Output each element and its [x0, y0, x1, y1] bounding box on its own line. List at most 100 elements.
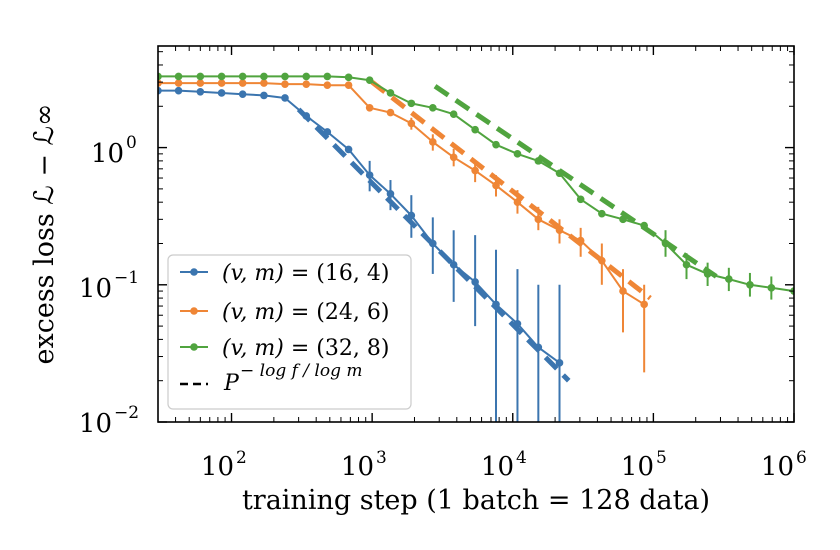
data-point-series-2	[365, 103, 374, 112]
data-point-series-3	[323, 72, 332, 81]
data-point-series-1	[196, 88, 205, 96]
x-axis-title: training step (1 batch = 128 data)	[242, 485, 710, 516]
x-tick-label-1e2: 10	[201, 452, 234, 482]
data-point-series-1	[365, 171, 374, 179]
legend-label-3: (v, m) = (32, 8)	[222, 336, 389, 361]
legend-label-fit: P	[223, 371, 240, 396]
x-tick-label-1e6: 10	[761, 452, 794, 482]
plot-frame	[157, 45, 795, 423]
data-point-series-2	[492, 181, 500, 190]
legend-swatch-marker-2	[190, 307, 198, 315]
data-point-series-1	[260, 91, 268, 100]
data-point-series-3	[158, 72, 162, 81]
data-point-series-2	[513, 198, 522, 206]
data-point-series-2	[555, 226, 564, 234]
data-point-series-3	[344, 73, 353, 82]
data-point-series-3	[725, 275, 733, 283]
fit-line-series-1	[296, 107, 571, 383]
legend-box	[167, 254, 412, 410]
data-point-series-1	[158, 86, 162, 95]
data-point-series-1	[344, 145, 353, 154]
data-point-series-1	[471, 278, 479, 286]
x-tick-label-1e3: 10	[341, 452, 374, 482]
legend: (v, m) = (16, 4) (v, m) = (24, 6) (v, m)…	[167, 254, 412, 410]
data-point-series-3	[174, 72, 183, 81]
x-tick-exp-1e4: 4	[516, 448, 527, 468]
fit-line-series-3	[433, 84, 718, 279]
data-point-series-1	[323, 128, 332, 136]
data-point-series-2	[302, 80, 311, 88]
data-point-series-3	[302, 72, 311, 81]
data-point-series-2	[429, 138, 437, 146]
data-point-series-1	[281, 94, 289, 102]
data-point-series-1	[513, 319, 522, 328]
fit-lines	[296, 80, 718, 383]
data-point-series-2	[196, 79, 205, 87]
series-markers	[158, 72, 794, 367]
data-point-series-3	[407, 99, 416, 108]
data-point-series-3	[429, 103, 437, 112]
data-point-series-3	[386, 89, 395, 97]
data-point-series-2	[323, 81, 332, 89]
data-point-series-3	[217, 72, 226, 81]
legend-label-1: (v, m) = (16, 4)	[222, 261, 389, 286]
data-point-series-3	[196, 72, 205, 81]
data-point-series-2	[598, 256, 606, 265]
legend-swatch-marker-3	[190, 343, 198, 351]
data-point-series-2	[407, 119, 416, 128]
x-tick-exp-1e3: 3	[376, 448, 387, 468]
data-point-series-3	[449, 110, 458, 119]
data-point-series-3	[534, 157, 543, 165]
data-point-series-3	[513, 150, 522, 158]
data-point-series-1	[555, 359, 564, 367]
data-point-series-3	[703, 270, 712, 278]
data-point-series-2	[174, 79, 183, 87]
data-point-series-1	[449, 260, 458, 269]
data-point-series-2	[449, 153, 458, 162]
data-point-series-3	[682, 260, 691, 269]
data-point-series-1	[238, 90, 247, 98]
data-point-series-1	[174, 86, 183, 95]
x-tick-label-1e5: 10	[621, 452, 654, 482]
data-point-series-2	[534, 215, 543, 224]
data-point-series-3	[492, 140, 500, 149]
data-point-series-3	[767, 284, 776, 292]
x-tick-exp-1e2: 2	[236, 448, 247, 468]
data-point-series-2	[158, 79, 162, 87]
y-tick-label-1e-1: 10	[79, 274, 112, 304]
data-point-series-3	[238, 72, 247, 81]
data-point-series-1	[386, 190, 395, 198]
data-point-series-3	[746, 280, 754, 289]
data-point-series-1	[534, 343, 543, 352]
fit-line-series-2	[370, 80, 652, 301]
data-point-series-2	[576, 236, 585, 245]
data-point-series-2	[281, 80, 289, 88]
data-point-series-2	[471, 166, 479, 175]
data-point-series-2	[640, 300, 648, 309]
data-point-series-2	[619, 287, 627, 295]
legend-swatch-marker-1	[190, 268, 198, 276]
data-point-series-1	[302, 112, 311, 120]
x-tick-exp-1e5: 5	[656, 448, 667, 468]
data-point-series-2	[260, 79, 268, 87]
data-point-series-2	[386, 108, 395, 117]
y-tick-exp-1e-1: −1	[114, 268, 139, 288]
x-tick-label-1e4: 10	[481, 452, 514, 482]
y-tick-exp-1e0: 0	[126, 133, 137, 153]
data-point-series-3	[576, 195, 585, 204]
data-point-series-3	[640, 221, 648, 230]
legend-label-2: (v, m) = (24, 6)	[222, 300, 389, 325]
data-point-series-1	[429, 239, 437, 248]
data-point-series-2	[344, 81, 353, 89]
data-point-series-2	[238, 79, 247, 87]
y-axis-title: excess loss ℒ − ℒ∞	[29, 104, 60, 365]
x-tick-exp-1e6: 6	[796, 448, 807, 468]
data-point-series-3	[661, 239, 670, 248]
y-tick-labels: 10 0 10 −1 10 −2	[79, 133, 139, 439]
data-point-series-3	[365, 76, 374, 84]
data-point-series-3	[619, 215, 627, 224]
y-tick-label-1e0: 10	[91, 139, 124, 169]
x-tick-labels: 10 2 10 3 10 4 10 5 10 6	[201, 448, 807, 482]
data-point-series-3	[471, 125, 479, 134]
